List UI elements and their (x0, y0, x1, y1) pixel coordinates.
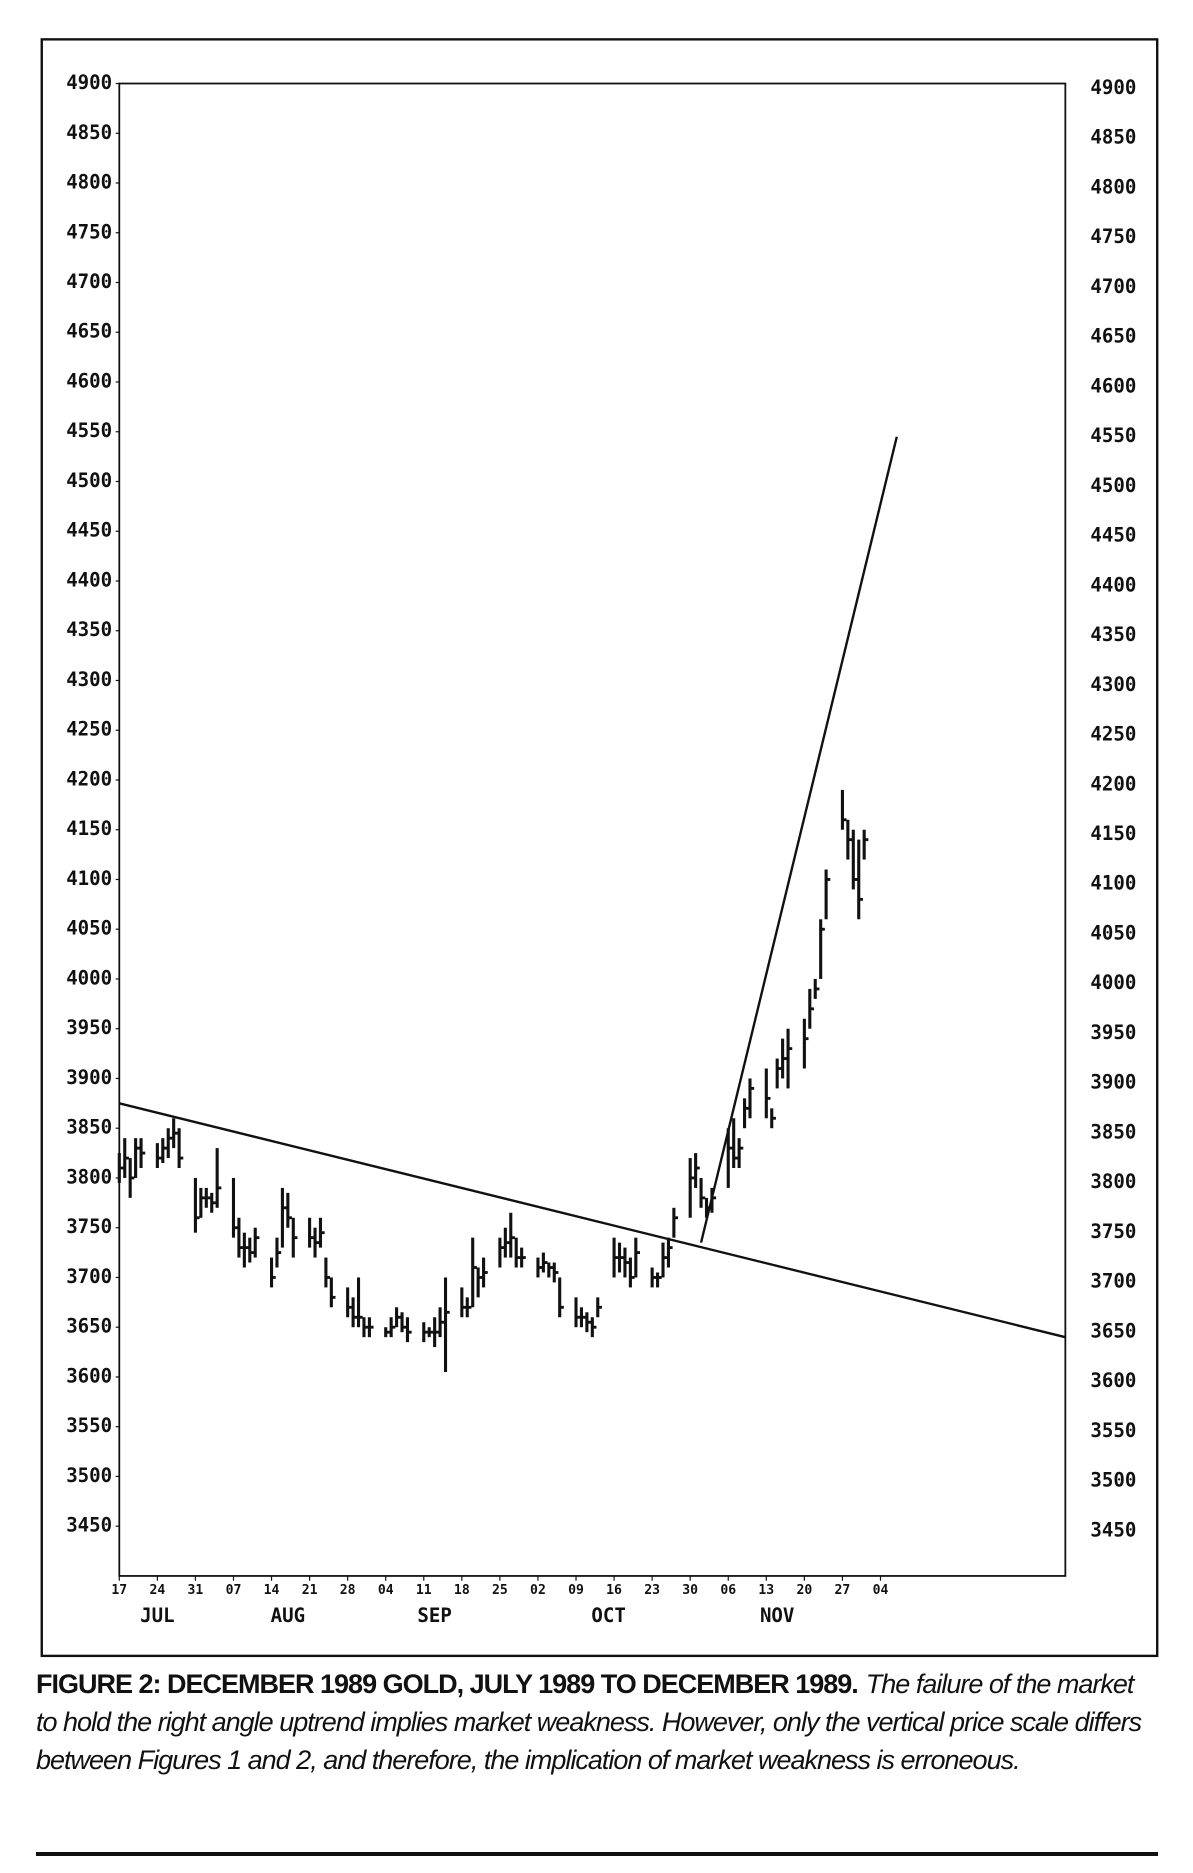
y2-tick-label: 3600 (1090, 1370, 1136, 1392)
x-tick-label: 17 (111, 1583, 127, 1598)
x-tick-label: 13 (758, 1583, 774, 1598)
y-tick-label: 4750 (66, 221, 112, 243)
y2-tick-label: 4300 (1090, 674, 1136, 696)
y-tick-label: 4250 (66, 719, 112, 741)
y-tick-label: 3700 (66, 1266, 112, 1288)
x-tick-label: 27 (835, 1583, 851, 1598)
y2-tick-label: 4600 (1090, 375, 1136, 397)
x-tick-label: 21 (302, 1583, 318, 1598)
y-tick-label: 4450 (66, 520, 112, 542)
y-tick-label: 4200 (66, 768, 112, 790)
x-tick-label: 25 (492, 1583, 508, 1598)
x-tick-label: 31 (188, 1583, 204, 1598)
caption: FIGURE 2: DECEMBER 1989 GOLD, JULY 1989 … (36, 1665, 1158, 1779)
y2-tick-label: 4750 (1090, 226, 1136, 248)
y2-tick-label: 3550 (1090, 1420, 1136, 1442)
y-tick-label: 4000 (66, 967, 112, 989)
y-tick-label: 4800 (66, 172, 112, 194)
month-label: JUL (140, 1605, 174, 1627)
y-tick-label: 3500 (66, 1465, 112, 1487)
y-tick-label: 3550 (66, 1415, 112, 1437)
x-tick-label: 23 (644, 1583, 660, 1598)
month-label: OCT (591, 1605, 625, 1627)
y-tick-label: 4100 (66, 868, 112, 890)
x-tick-label: 30 (682, 1583, 698, 1598)
y-tick-label: 4550 (66, 420, 112, 442)
y-tick-label: 3600 (66, 1365, 112, 1387)
x-tick-label: 02 (530, 1583, 546, 1598)
y2-tick-label: 3800 (1090, 1171, 1136, 1193)
y-tick-label: 3850 (66, 1117, 112, 1139)
x-tick-label: 04 (873, 1583, 889, 1598)
y-tick-label: 3450 (66, 1515, 112, 1537)
y2-tick-label: 4500 (1090, 475, 1136, 497)
y2-tick-label: 4150 (1090, 823, 1136, 845)
month-label: SEP (417, 1605, 451, 1627)
y2-tick-label: 4200 (1090, 773, 1136, 795)
y2-tick-label: 4250 (1090, 724, 1136, 746)
y2-tick-label: 3450 (1090, 1519, 1136, 1541)
y-tick-label: 4300 (66, 669, 112, 691)
caption-text: The failure of the market to hold the ri… (36, 1669, 1142, 1775)
y-tick-label: 4350 (66, 619, 112, 641)
y2-tick-label: 4700 (1090, 276, 1136, 298)
month-label: NOV (760, 1605, 794, 1627)
y2-tick-label: 4450 (1090, 525, 1136, 547)
rule (36, 1852, 1158, 1856)
y-tick-label: 3800 (66, 1166, 112, 1188)
y-tick-label: 4400 (66, 569, 112, 591)
x-tick-label: 16 (606, 1583, 622, 1598)
y-tick-label: 4500 (66, 470, 112, 492)
y2-tick-label: 4900 (1090, 77, 1136, 99)
caption-label: FIGURE 2: DECEMBER 1989 GOLD, JULY 1989 … (36, 1669, 859, 1699)
x-tick-label: 18 (454, 1583, 470, 1598)
y2-tick-label: 3700 (1090, 1271, 1136, 1293)
frame (40, 38, 1159, 1658)
y2-tick-label: 4400 (1090, 574, 1136, 596)
x-tick-label: 11 (416, 1583, 432, 1598)
y2-tick-label: 3950 (1090, 1022, 1136, 1044)
y2-tick-label: 4350 (1090, 624, 1136, 646)
y2-tick-label: 4550 (1090, 425, 1136, 447)
y2-tick-label: 4050 (1090, 922, 1136, 944)
y2-tick-label: 4000 (1090, 972, 1136, 994)
y-tick-label: 4650 (66, 321, 112, 343)
x-tick-label: 20 (796, 1583, 812, 1598)
y2-tick-label: 3850 (1090, 1121, 1136, 1143)
y-tick-label: 4850 (66, 122, 112, 144)
y-tick-label: 4600 (66, 370, 112, 392)
trend-line (699, 436, 898, 1243)
y-tick-label: 4700 (66, 271, 112, 293)
x-tick-label: 09 (568, 1583, 584, 1598)
y-tick-label: 3950 (66, 1017, 112, 1039)
y-tick-label: 3750 (66, 1216, 112, 1238)
plot-area (118, 82, 1067, 1577)
y-tick-label: 4150 (66, 818, 112, 840)
y-tick-label: 3650 (66, 1316, 112, 1338)
x-tick-label: 06 (720, 1583, 736, 1598)
y2-tick-label: 4800 (1090, 176, 1136, 198)
month-label: AUG (271, 1605, 305, 1627)
trend-line (119, 1102, 1066, 1339)
y2-tick-label: 4850 (1090, 127, 1136, 149)
x-tick-label: 28 (340, 1583, 356, 1598)
x-tick-label: 24 (149, 1583, 165, 1598)
y2-tick-label: 3500 (1090, 1470, 1136, 1492)
y2-tick-label: 3750 (1090, 1221, 1136, 1243)
y-tick-label: 4900 (66, 72, 112, 94)
x-tick-label: 14 (264, 1583, 280, 1598)
y-tick-label: 4050 (66, 918, 112, 940)
y-tick-label: 3900 (66, 1067, 112, 1089)
x-tick-label: 04 (378, 1583, 394, 1598)
y2-tick-label: 4100 (1090, 873, 1136, 895)
y2-tick-label: 3650 (1090, 1320, 1136, 1342)
y2-tick-label: 4650 (1090, 326, 1136, 348)
x-tick-label: 07 (226, 1583, 242, 1598)
y2-tick-label: 3900 (1090, 1072, 1136, 1094)
